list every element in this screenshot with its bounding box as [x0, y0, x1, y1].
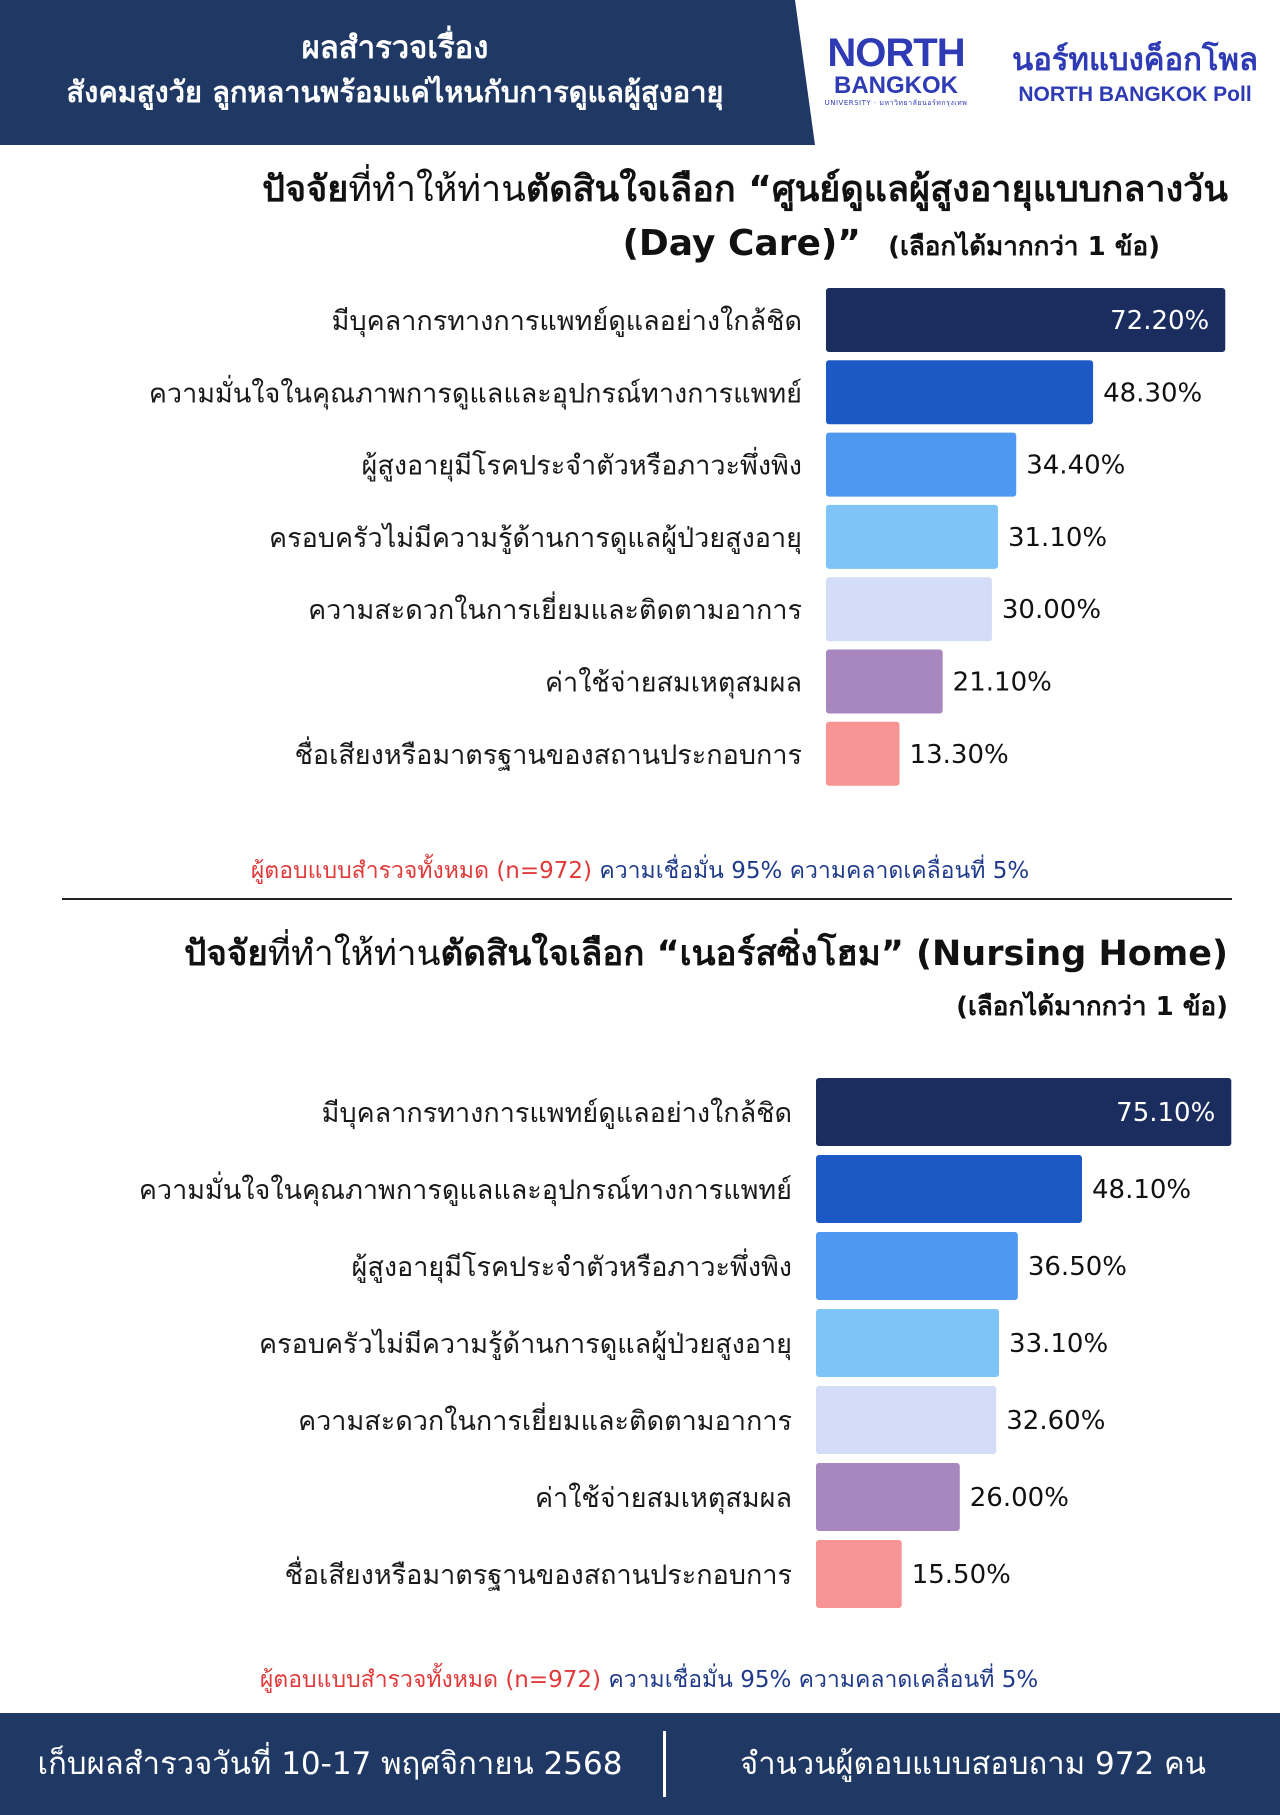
chart1-value-label-7: 13.30% [910, 740, 1009, 770]
chart1-value-label-1: 72.20% [1110, 306, 1209, 336]
footer-survey-date: เก็บผลสำรวจวันที่ 10-17 พฤศจิกายน 2568 [37, 1746, 623, 1782]
north-bangkok-logo: NORTH BANGKOK UNIVERSITY · มหาวิทยาลัยนอ… [812, 32, 980, 118]
chart1-category-label-4: ครอบครัวไม่มีความรู้ด้านการดูแลผู้ป่วยสู… [269, 523, 802, 555]
chart2-bar-5 [816, 1386, 997, 1454]
footer-separator [663, 1731, 666, 1797]
poll-name-en: NORTH BANGKOK Poll [1018, 83, 1252, 106]
chart2-title-part5: (เลือกได้มากกว่า 1 ข้อ) [956, 992, 1228, 1022]
chart1-bar-4 [826, 504, 998, 569]
chart1-note-confidence: ความเชื่อมั่น 95% ความคลาดเคลื่อนที่ 5% [592, 858, 1030, 884]
header-title-line2: สังคมสูงวัย ลูกหลานพร้อมแค่ไหนกับการดูแล… [66, 75, 724, 109]
chart1-title-part3: ตัดสินใจเลือก “ศูนย์ดูแลผู้สูงอายุแบบกลา… [525, 169, 1228, 210]
chart2-value-label-3: 36.50% [1028, 1252, 1127, 1282]
logo-university: UNIVERSITY · มหาวิทยาลัยนอร์ทกรุงเทพ [824, 99, 968, 107]
chart1-category-label-2: ความมั่นใจในคุณภาพการดูแลและอุปกรณ์ทางกา… [149, 374, 802, 410]
chart1-value-label-3: 34.40% [1026, 451, 1125, 481]
chart2-note: ผู้ตอบแบบสำรวจทั้งหมด (n=972) ความเชื่อม… [0, 1662, 1280, 1698]
chart2-title-part2: ที่ทำให้ท่าน [267, 934, 441, 974]
footer: เก็บผลสำรวจวันที่ 10-17 พฤศจิกายน 2568 จ… [0, 1713, 1280, 1815]
chart2-bar-1 [816, 1078, 1232, 1146]
chart1-title-part5: (เลือกได้มากกว่า 1 ข้อ) [888, 232, 1160, 262]
chart2-category-label-5: ความสะดวกในการเยี่ยมและติดตามอาการ [298, 1402, 792, 1437]
chart1-value-label-2: 48.30% [1103, 378, 1202, 408]
chart2-value-label-2: 48.10% [1092, 1175, 1191, 1205]
chart2-note-confidence: ความเชื่อมั่น 95% ความคลาดเคลื่อนที่ 5% [601, 1667, 1039, 1693]
header-title-line1: ผลสำรวจเรื่อง [301, 30, 489, 66]
chart2-value-label-7: 15.50% [912, 1560, 1011, 1590]
chart2-note-sample: ผู้ตอบแบบสำรวจทั้งหมด (n=972) [259, 1667, 602, 1693]
chart1-note-sample: ผู้ตอบแบบสำรวจทั้งหมด (n=972) [250, 858, 593, 884]
chart2-category-label-7: ชื่อเสียงหรือมาตรฐานของสถานประกอบการ [285, 1556, 792, 1591]
chart1-bar-1 [826, 288, 1226, 352]
poll-name-th: นอร์ทแบงค็อกโพล [1012, 42, 1258, 78]
chart2-category-label-4: ครอบครัวไม่มีความรู้ด้านการดูแลผู้ป่วยสู… [259, 1329, 792, 1361]
chart1-category-label-1: มีบุคลากรทางการแพทย์ดูแลอย่างใกล้ชิด [332, 305, 802, 338]
chart1-category-label-7: ชื่อเสียงหรือมาตรฐานของสถานประกอบการ [295, 736, 802, 771]
chart2-category-label-2: ความมั่นใจในคุณภาพการดูแลและอุปกรณ์ทางกา… [139, 1171, 792, 1207]
chart2-value-label-5: 32.60% [1006, 1406, 1105, 1436]
chart1-value-label-5: 30.00% [1002, 595, 1101, 625]
chart1-bar-3 [826, 432, 1017, 497]
chart1-category-label-3: ผู้สูงอายุมีโรคประจำตัวหรือภาวะพึ่งพิง [362, 447, 802, 483]
chart2-bars: มีบุคลากรทางการแพทย์ดูแลอย่างใกล้ชิด 75.1… [139, 1078, 1232, 1608]
chart2-bar-2 [816, 1155, 1082, 1223]
chart2-bar-4 [816, 1309, 1000, 1377]
chart1-title-part1: ปัจจัย [262, 169, 349, 210]
logo-north: NORTH [827, 31, 965, 75]
chart2-title-part1: ปัจจัย [184, 934, 268, 974]
chart1-title-part4: (Day Care)” [622, 223, 861, 264]
chart2-value-label-1: 75.10% [1116, 1098, 1215, 1128]
section-divider [62, 898, 1232, 900]
chart2-category-label-1: มีบุคลากรทางการแพทย์ดูแลอย่างใกล้ชิด [322, 1097, 792, 1130]
chart2-bar-6 [816, 1463, 960, 1531]
chart1-bar-7 [826, 721, 900, 786]
chart1-bars: มีบุคลากรทางการแพทย์ดูแลอย่างใกล้ชิด 72.2… [149, 288, 1226, 786]
chart1-note: ผู้ตอบแบบสำรวจทั้งหมด (n=972) ความเชื่อม… [0, 853, 1280, 889]
chart1-title-part2: ที่ทำให้ท่าน [348, 169, 526, 210]
chart1-title: ปัจจัยที่ทำให้ท่านตัดสินใจเลือก “ศูนย์ดู… [48, 164, 1228, 278]
header-banner [0, 0, 815, 145]
chart1-bar-6 [826, 649, 943, 714]
chart2-category-label-6: ค่าใช้จ่ายสมเหตุสมผล [535, 1482, 792, 1515]
chart2-value-label-6: 26.00% [970, 1483, 1069, 1513]
poll-name: นอร์ทแบงค็อกโพล NORTH BANGKOK Poll [990, 40, 1280, 110]
chart1-bar-2 [826, 360, 1094, 425]
chart2-title: ปัจจัยที่ทำให้ท่านตัดสินใจเลือก “เนอร์สซ… [48, 928, 1228, 1037]
chart1-value-label-6: 21.10% [953, 668, 1052, 698]
chart1-category-label-5: ความสะดวกในการเยี่ยมและติดตามอาการ [308, 591, 802, 626]
header: ผลสำรวจเรื่อง สังคมสูงวัย ลูกหลานพร้อมแค… [0, 0, 1280, 145]
chart2-bar-7 [816, 1540, 902, 1608]
header-title: ผลสำรวจเรื่อง สังคมสูงวัย ลูกหลานพร้อมแค… [0, 26, 790, 114]
chart2-bar-3 [816, 1232, 1018, 1300]
chart1-bar-5 [826, 577, 992, 642]
chart1-category-label-6: ค่าใช้จ่ายสมเหตุสมผล [545, 667, 802, 700]
chart2-title-part3: ตัดสินใจเลือก “เนอร์สซิ่งโฮม” (Nursing H… [440, 934, 1228, 974]
chart1-value-label-4: 31.10% [1008, 523, 1107, 553]
chart2-value-label-4: 33.10% [1009, 1329, 1108, 1359]
footer-respondent-count: จำนวนผู้ตอบแบบสอบถาม 972 คน [740, 1746, 1206, 1782]
logo-bangkok: BANGKOK [834, 72, 958, 99]
chart2-category-label-3: ผู้สูงอายุมีโรคประจำตัวหรือภาวะพึ่งพิง [352, 1248, 792, 1284]
